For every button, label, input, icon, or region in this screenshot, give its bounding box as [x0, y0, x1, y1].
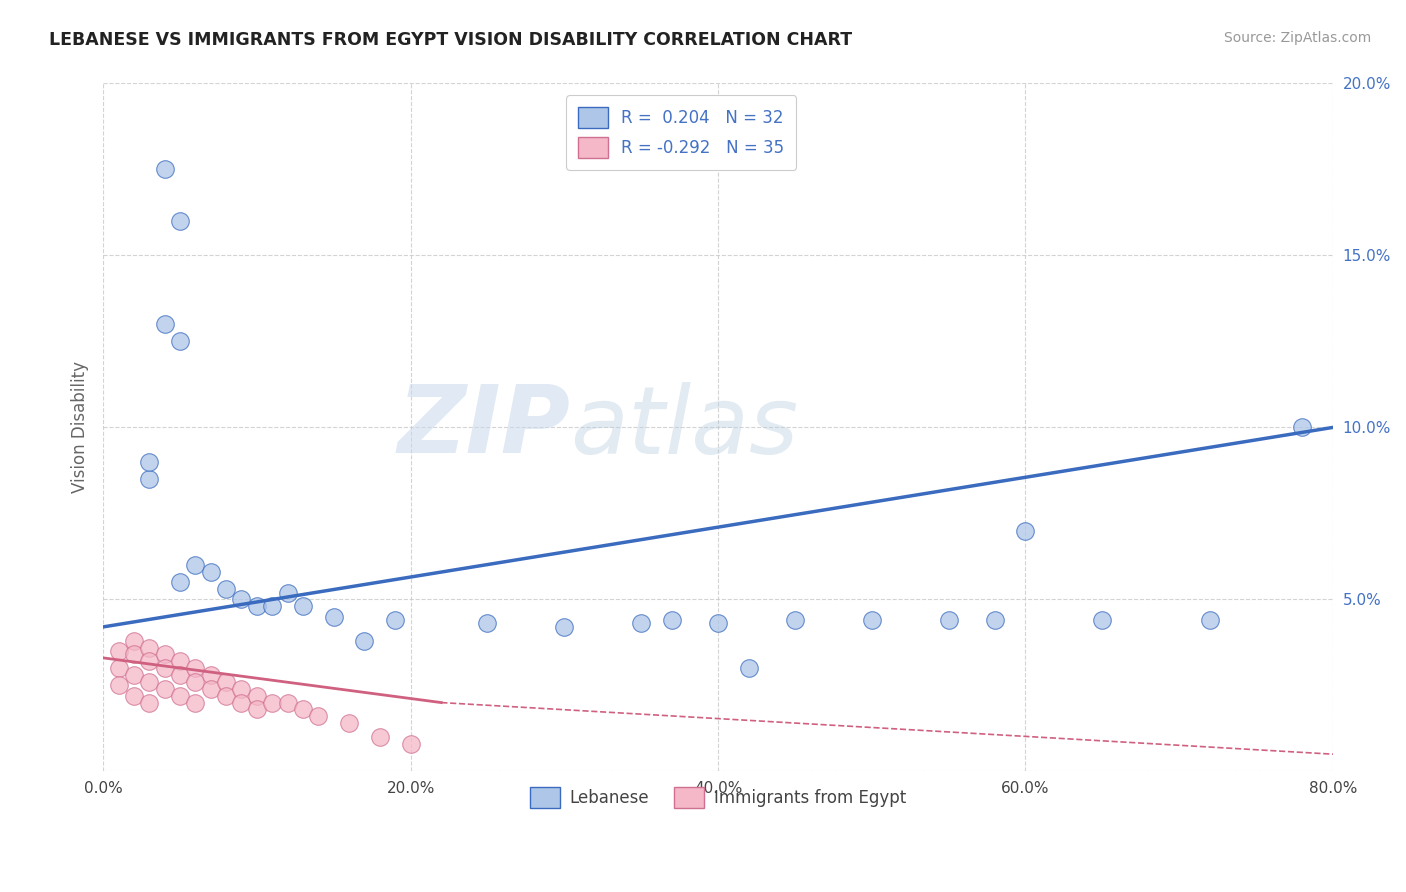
Point	[353, 633, 375, 648]
Point	[1291, 420, 1313, 434]
Point	[231, 592, 253, 607]
Point	[169, 668, 191, 682]
Point	[153, 162, 176, 177]
Point	[246, 599, 269, 614]
Point	[122, 633, 145, 648]
Point	[184, 558, 207, 572]
Point	[169, 575, 191, 590]
Text: atlas: atlas	[571, 382, 799, 473]
Point	[107, 678, 129, 692]
Point	[337, 716, 360, 731]
Point	[169, 654, 191, 668]
Text: Source: ZipAtlas.com: Source: ZipAtlas.com	[1223, 31, 1371, 45]
Point	[153, 661, 176, 675]
Point	[262, 696, 284, 710]
Point	[138, 654, 160, 668]
Point	[184, 675, 207, 690]
Point	[277, 696, 299, 710]
Point	[169, 214, 191, 228]
Point	[783, 613, 806, 627]
Legend: Lebanese, Immigrants from Egypt: Lebanese, Immigrants from Egypt	[523, 780, 912, 814]
Point	[138, 640, 160, 655]
Point	[322, 609, 344, 624]
Point	[983, 613, 1005, 627]
Point	[707, 616, 730, 631]
Point	[477, 616, 499, 631]
Point	[231, 681, 253, 696]
Point	[138, 696, 160, 710]
Point	[246, 689, 269, 703]
Point	[291, 702, 314, 716]
Point	[277, 585, 299, 599]
Point	[107, 661, 129, 675]
Point	[661, 613, 683, 627]
Point	[200, 668, 222, 682]
Point	[153, 648, 176, 662]
Point	[122, 648, 145, 662]
Point	[246, 702, 269, 716]
Point	[630, 616, 652, 631]
Point	[1091, 613, 1114, 627]
Point	[399, 737, 422, 751]
Text: LEBANESE VS IMMIGRANTS FROM EGYPT VISION DISABILITY CORRELATION CHART: LEBANESE VS IMMIGRANTS FROM EGYPT VISION…	[49, 31, 852, 49]
Point	[1199, 613, 1222, 627]
Y-axis label: Vision Disability: Vision Disability	[72, 361, 89, 493]
Point	[231, 696, 253, 710]
Point	[384, 613, 406, 627]
Point	[368, 730, 391, 744]
Point	[215, 689, 238, 703]
Point	[553, 620, 575, 634]
Point	[184, 661, 207, 675]
Text: ZIP: ZIP	[398, 382, 571, 474]
Point	[307, 709, 329, 723]
Point	[215, 675, 238, 690]
Point	[1014, 524, 1036, 538]
Point	[262, 599, 284, 614]
Point	[153, 317, 176, 331]
Point	[138, 472, 160, 486]
Point	[138, 675, 160, 690]
Point	[860, 613, 883, 627]
Point	[169, 689, 191, 703]
Point	[122, 668, 145, 682]
Point	[200, 565, 222, 579]
Point	[291, 599, 314, 614]
Point	[138, 455, 160, 469]
Point	[107, 644, 129, 658]
Point	[122, 689, 145, 703]
Point	[938, 613, 960, 627]
Point	[215, 582, 238, 596]
Point	[184, 696, 207, 710]
Point	[153, 681, 176, 696]
Point	[200, 681, 222, 696]
Point	[738, 661, 761, 675]
Point	[169, 334, 191, 349]
